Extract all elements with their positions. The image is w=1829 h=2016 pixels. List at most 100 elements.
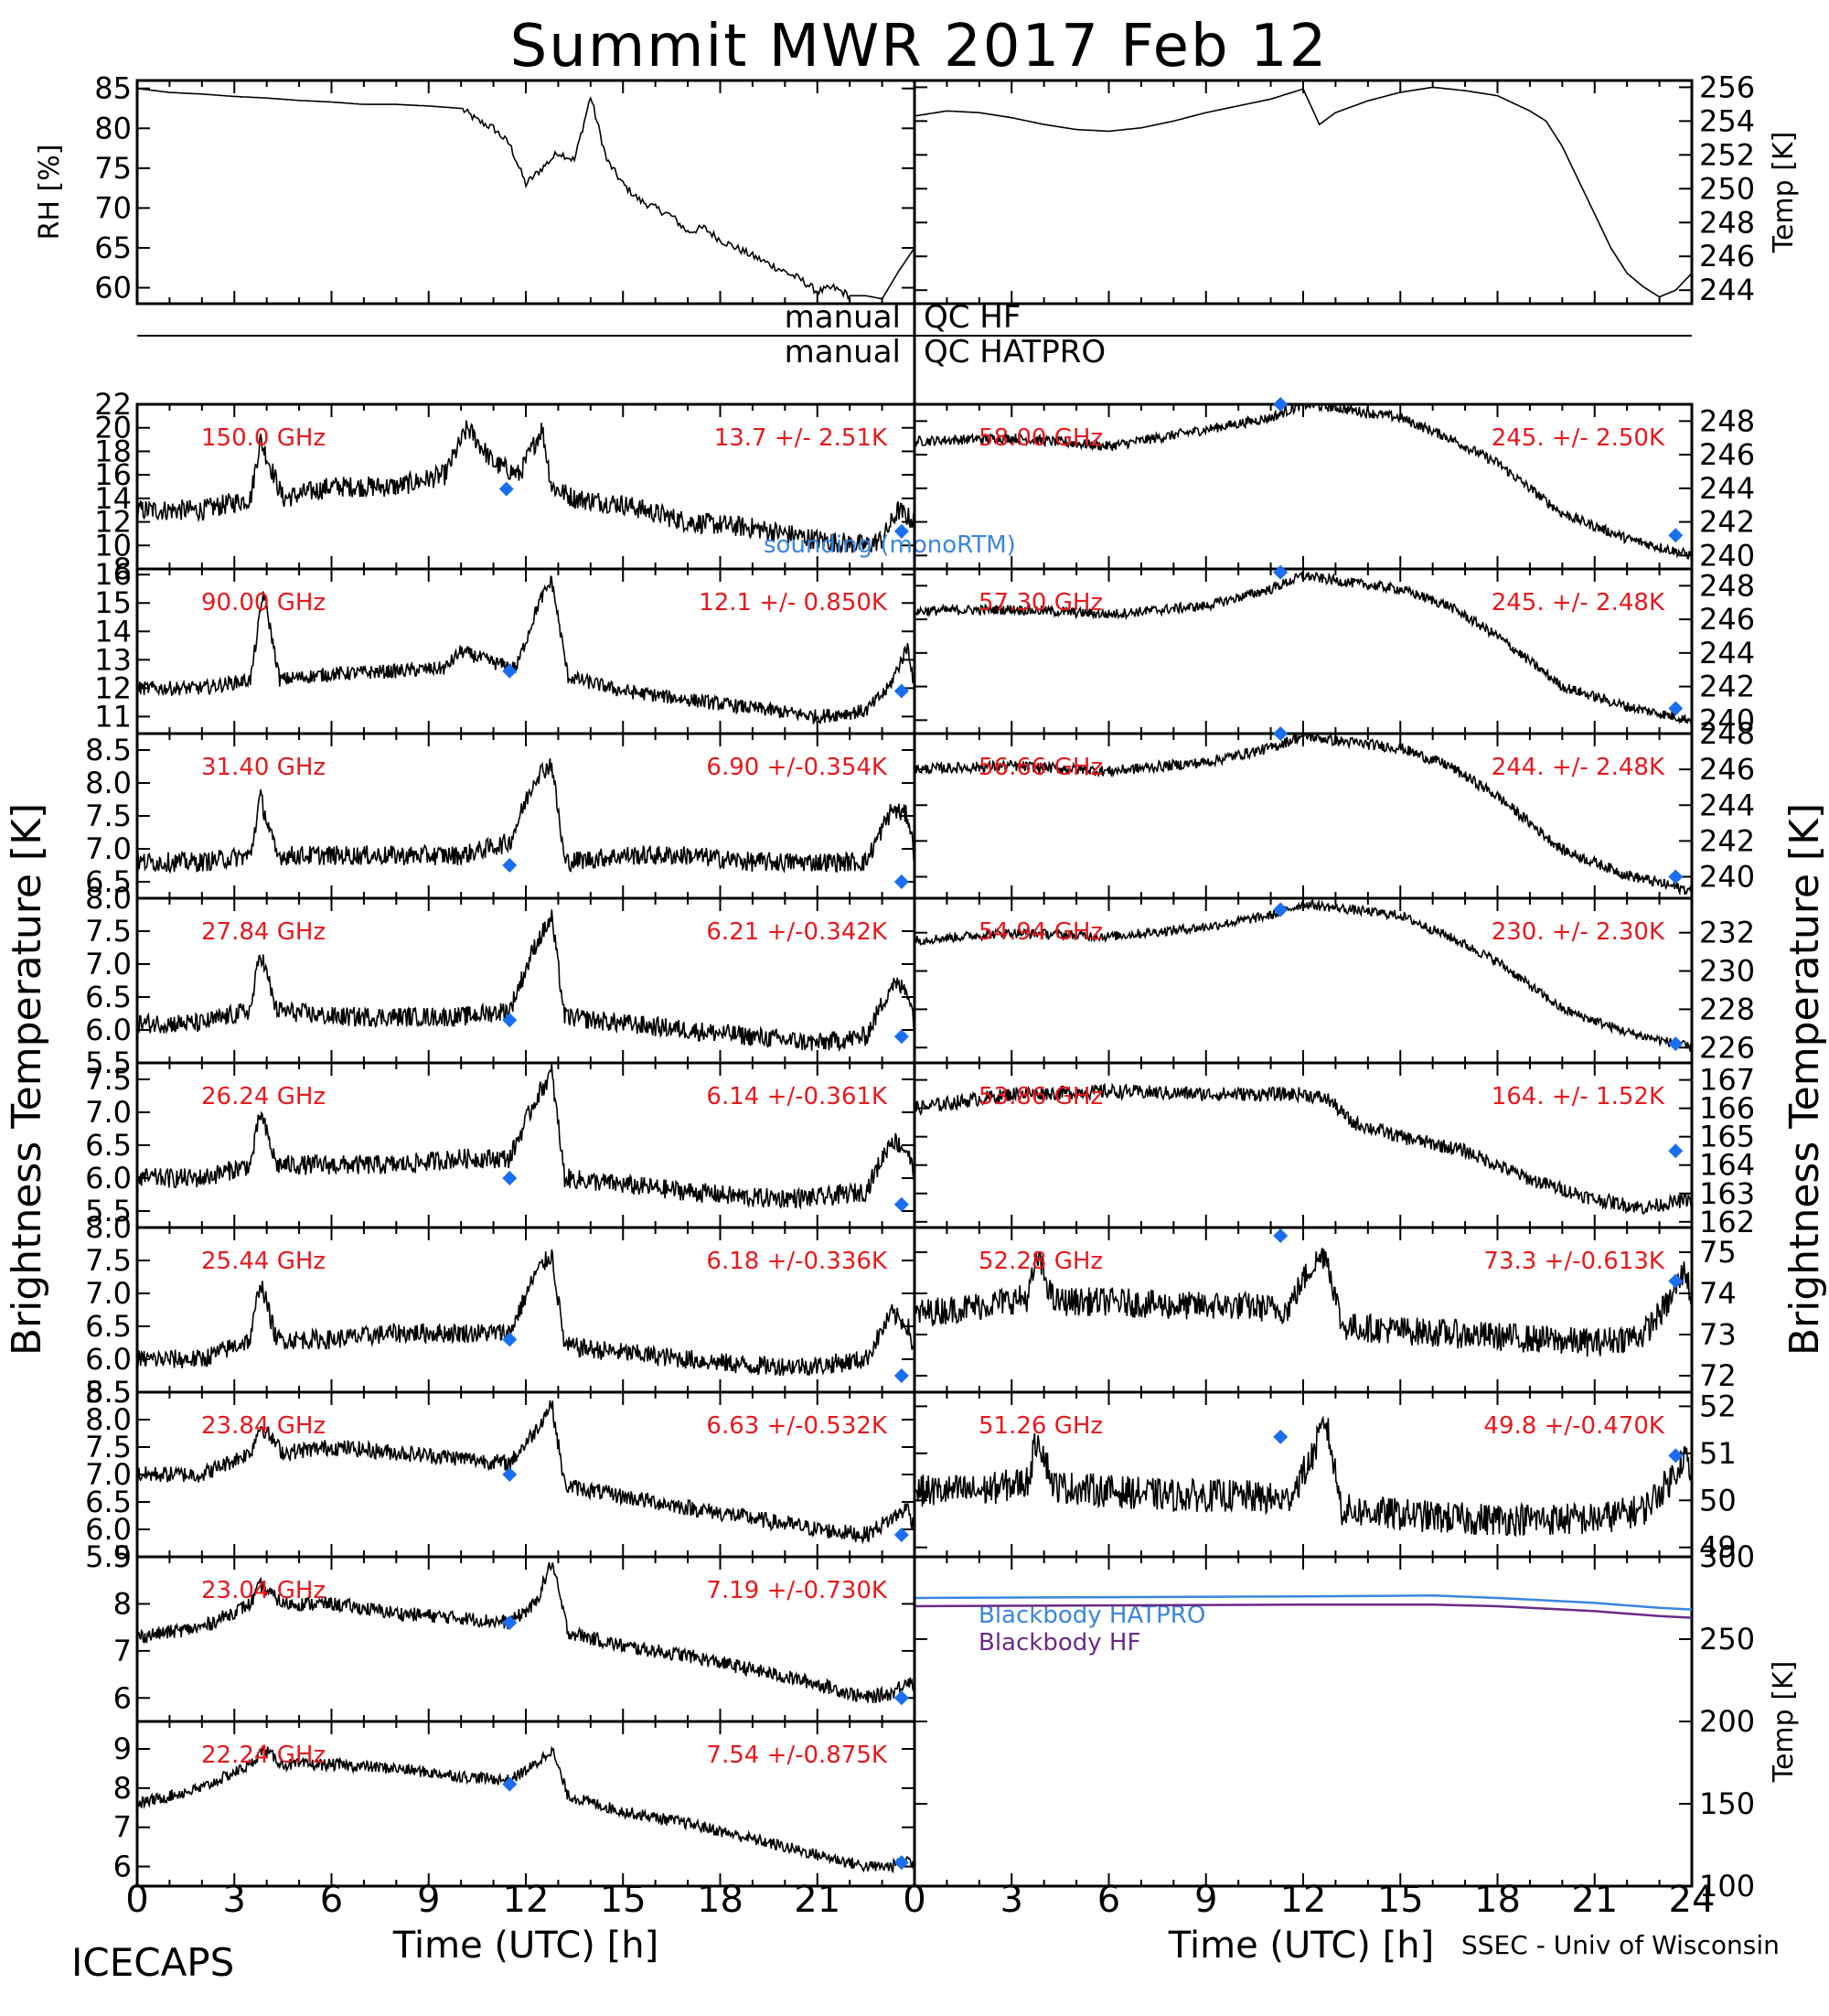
y-tick-label: 246 — [1699, 752, 1755, 787]
channel-label: 27.84 GHz — [201, 918, 326, 946]
channel-label: 23.84 GHz — [201, 1412, 326, 1440]
y-tick-label: 228 — [1699, 992, 1755, 1026]
x-tick-label: 9 — [1194, 1879, 1217, 1921]
channel-stat: 164. +/- 1.52K — [1492, 1083, 1665, 1110]
y-tick-label: 49 — [1699, 1530, 1737, 1565]
y-tick-label: 52 — [1699, 1389, 1737, 1423]
y-tick-label: 8.0 — [85, 1210, 132, 1245]
y-tick-label: 248 — [1699, 568, 1755, 603]
channel-stat: 230. +/- 2.30K — [1492, 918, 1665, 946]
x-tick-label: 12 — [1280, 1879, 1327, 1921]
sounding-marker — [1273, 902, 1289, 917]
trace-rh — [137, 87, 914, 301]
channel-label: 53.86 GHz — [979, 1083, 1103, 1110]
y-tick-label: 7.0 — [85, 1276, 132, 1311]
y-tick-label: 8.0 — [85, 881, 132, 916]
x-tick-label: 24 — [1669, 1879, 1716, 1921]
y-tick-label: 6.0 — [85, 1161, 132, 1196]
y-tick-label: 85 — [94, 71, 132, 106]
panel-ch-5228: 72 73 74 75 52.28 GHz 73.3 +/-0.613K — [913, 1226, 1737, 1394]
sounding-marker — [502, 1467, 518, 1482]
y-tick-label: 8 — [113, 1586, 132, 1621]
x-tick-label: 21 — [794, 1879, 840, 1921]
trace-ch-90 — [137, 575, 914, 725]
y-tick-label: 7 — [113, 1810, 132, 1845]
sounding-marker — [1273, 726, 1289, 741]
sounding-marker — [502, 1171, 518, 1185]
y-tick-label: 7.5 — [85, 1062, 132, 1097]
trace-ch-5666 — [914, 734, 1692, 896]
y-tick-label: 248 — [1699, 403, 1755, 438]
y-tick-label: 14 — [94, 481, 132, 516]
y-tick-label: 6 — [113, 1680, 132, 1715]
y-tick-label: 248 — [1699, 716, 1755, 751]
y-tick-label: 12 — [94, 505, 132, 540]
y-tick-label: 7 — [113, 1634, 132, 1668]
y-tick-label: 7.5 — [85, 799, 132, 833]
y-tick-label: 254 — [1699, 103, 1755, 138]
legend-hf: Blackbody HF — [979, 1629, 1140, 1657]
y-tick-label: 20 — [94, 411, 132, 445]
y-tick-label: 252 — [1699, 137, 1755, 172]
y-tick-label: 73 — [1699, 1317, 1737, 1352]
channel-stat: 6.18 +/-0.336K — [706, 1248, 888, 1275]
y-tick-label: 7.0 — [85, 1457, 132, 1492]
y-tick-label: 226 — [1699, 1030, 1755, 1065]
sounding-marker — [1273, 1429, 1289, 1444]
channel-stat: 7.54 +/-0.875K — [706, 1742, 888, 1769]
y-tick-label: 65 — [94, 231, 132, 265]
sounding-marker — [893, 683, 909, 699]
y-tick-label: 50 — [1699, 1483, 1737, 1517]
right-ylabel: Brightness Temperature [K] — [1781, 803, 1828, 1356]
channel-stat: 73.3 +/-0.613K — [1483, 1248, 1665, 1275]
y-tick-label: 242 — [1699, 505, 1755, 540]
panel-ylabel: RH [%] — [34, 145, 66, 241]
x-tick-label: 18 — [1474, 1879, 1521, 1921]
y-tick-label: 72 — [1699, 1358, 1737, 1393]
channel-stat: 6.63 +/-0.532K — [706, 1412, 888, 1440]
y-tick-label: 7.0 — [85, 1095, 132, 1130]
sounding-marker — [1668, 869, 1684, 885]
qc-hf-left: manual — [785, 299, 901, 336]
y-tick-label: 15 — [94, 585, 132, 620]
x-tick-label: 6 — [1097, 1879, 1120, 1921]
sounding-marker — [502, 1332, 518, 1347]
channel-label: 25.44 GHz — [201, 1248, 326, 1275]
trace-ch-2384 — [137, 1399, 914, 1545]
series-line-hatpro — [914, 1594, 1692, 1611]
y-tick-label: 250 — [1699, 171, 1755, 206]
y-tick-label: 244 — [1699, 636, 1755, 670]
y-tick-label: 6.0 — [85, 1342, 132, 1377]
panel-rh: 60 65 70 75 80 85 RH [%] — [34, 71, 916, 306]
y-tick-label: 166 — [1699, 1091, 1755, 1126]
sounding-annotation: sounding (monoRTM) — [764, 531, 1016, 559]
y-tick-label: 8.0 — [85, 766, 132, 800]
trace-ch-150 — [137, 420, 914, 554]
channel-label: 23.04 GHz — [201, 1577, 326, 1604]
trace-ch-314 — [137, 758, 914, 874]
qc-hatpro-left: manual — [785, 334, 901, 370]
y-tick-label: 256 — [1699, 70, 1755, 104]
sounding-marker — [502, 1013, 518, 1028]
sounding-marker — [893, 1368, 909, 1383]
y-tick-label: 242 — [1699, 823, 1755, 858]
qc-hf-right: QC HF — [924, 299, 1021, 336]
y-tick-label: 51 — [1699, 1436, 1737, 1471]
x-tick-label: 3 — [223, 1879, 246, 1921]
y-tick-label: 74 — [1699, 1276, 1737, 1311]
y-tick-label: 16 — [94, 457, 132, 492]
y-tick-label: 163 — [1699, 1176, 1755, 1211]
y-tick-label: 7.5 — [85, 1243, 132, 1278]
y-tick-label: 5.5 — [85, 1194, 132, 1228]
trace-ch-5800 — [914, 404, 1692, 560]
y-tick-label: 6 — [113, 1850, 132, 1884]
y-tick-label: 8.5 — [85, 1375, 132, 1410]
y-tick-label: 10 — [94, 528, 132, 563]
sounding-marker — [893, 523, 909, 539]
y-tick-label: 12 — [94, 670, 132, 705]
y-tick-label: 7.5 — [85, 914, 132, 949]
sounding-marker — [1273, 1228, 1289, 1243]
channel-stat: 245. +/- 2.48K — [1492, 589, 1665, 617]
y-tick-label: 6.0 — [85, 1512, 132, 1547]
